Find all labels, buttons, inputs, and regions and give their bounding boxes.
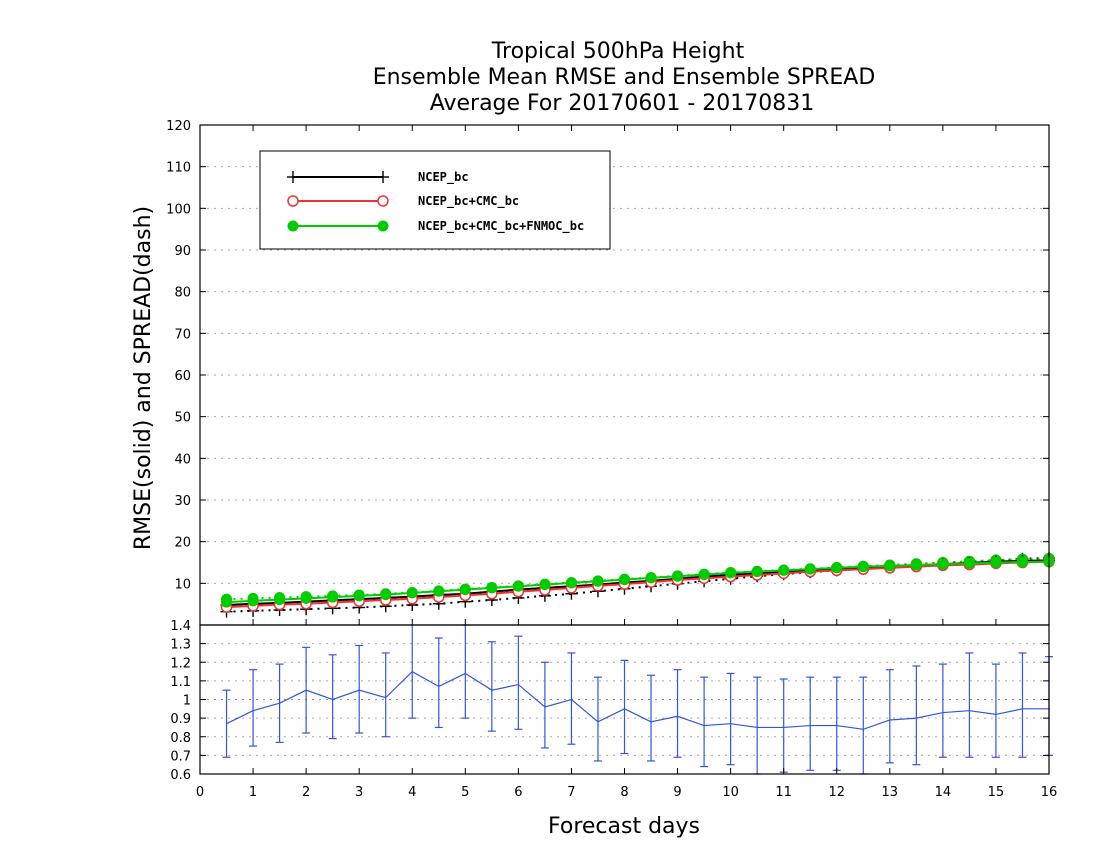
filled-circle-marker (592, 575, 604, 587)
main-y-tick-label: 120 (166, 119, 191, 134)
filled-circle-marker (512, 580, 524, 592)
x-tick-label: 3 (355, 785, 363, 800)
filled-circle-marker (221, 596, 233, 608)
x-tick-label: 14 (935, 785, 952, 800)
legend-label: NCEP_bc+CMC_bc+FNMOC_bc (418, 219, 584, 234)
ratio-y-tick-label: 1.4 (170, 619, 191, 634)
filled-circle-marker (990, 557, 1002, 568)
x-tick-label: 8 (620, 785, 628, 800)
chart-title-line-1: Tropical 500hPa Height (491, 39, 745, 64)
main-y-tick-label: 70 (174, 327, 191, 342)
main-y-tick-label: 40 (174, 452, 191, 467)
ratio-line (226, 670, 1049, 730)
filled-circle-marker (353, 590, 365, 602)
filled-circle-marker (327, 591, 339, 603)
filled-circle-marker (539, 579, 551, 591)
x-axis-label: Forecast days (548, 814, 700, 839)
plus-marker (377, 171, 389, 183)
filled-circle-marker (910, 559, 922, 571)
main-y-tick-label: 90 (174, 244, 191, 259)
x-tick-label: 2 (302, 785, 310, 800)
ratio-y-tick-label: 0.9 (170, 712, 191, 727)
filled-circle-marker (486, 582, 498, 594)
ratio-series (222, 624, 1053, 775)
filled-circle-marker (778, 564, 790, 576)
ratio-panel-grid (200, 643, 1049, 756)
open-circle-marker (287, 195, 299, 207)
open-circle-marker (377, 195, 389, 207)
ratio-y-tick-label: 1.3 (170, 638, 191, 653)
chart-title-line-2: Ensemble Mean RMSE and Ensemble SPREAD (373, 65, 876, 90)
filled-circle-marker (433, 585, 445, 597)
ratio-y-axis-ticks: 0.6 0.7 0.8 0.9 1 1.1 1.2 1.3 1.4 (170, 619, 1049, 783)
x-tick-label: 7 (567, 785, 575, 800)
x-tick-label: 10 (722, 785, 739, 800)
x-tick-label: 5 (461, 785, 469, 800)
filled-circle-marker (459, 584, 471, 596)
x-tick-label: 9 (673, 785, 681, 800)
filled-circle-marker (963, 557, 975, 569)
spread-dashed-lines (220, 551, 1055, 618)
legend-label: NCEP_bc (418, 170, 469, 185)
filled-circle-marker (619, 574, 630, 586)
main-y-tick-label: 110 (166, 161, 191, 176)
filled-circle-marker (274, 594, 286, 606)
filled-circle-marker (672, 570, 684, 582)
filled-circle-marker (857, 561, 869, 573)
legend-label: NCEP_bc+CMC_bc (418, 194, 519, 209)
filled-circle-marker (377, 220, 389, 232)
main-y-tick-label: 60 (174, 369, 191, 384)
plus-marker (287, 171, 299, 183)
filled-circle-marker (1016, 556, 1028, 568)
filled-circle-marker (804, 563, 816, 575)
main-y-tick-label: 10 (174, 577, 191, 592)
ratio-y-tick-label: 0.8 (170, 731, 191, 746)
filled-circle-marker (565, 577, 577, 589)
x-tick-label: 11 (775, 785, 792, 800)
ratio-y-tick-label: 1.2 (170, 656, 191, 671)
filled-circle-marker (380, 589, 392, 601)
ratio-y-tick-label: 1.1 (170, 675, 191, 690)
filled-circle-marker (831, 562, 843, 574)
rmse-solid-lines (220, 554, 1055, 613)
filled-circle-marker (698, 569, 710, 581)
filled-circle-marker (725, 567, 737, 579)
x-tick-label: 16 (1041, 785, 1058, 800)
x-tick-label: 12 (828, 785, 845, 800)
ratio-y-tick-label: 0.7 (170, 749, 191, 764)
chart-title-line-3: Average For 20170601 - 20170831 (430, 91, 815, 116)
x-axis-ticks: 0 1 2 3 4 5 6 7 8 9 10 11 12 13 14 15 16 (196, 125, 1057, 800)
filled-circle-marker (937, 558, 949, 570)
filled-circle-marker (884, 560, 896, 572)
filled-circle-marker (406, 587, 418, 599)
legend: NCEP_bc NCEP_bc+CMC_bc NCEP_bc+CMC_bc+FNMO… (259, 150, 611, 250)
x-tick-label: 4 (408, 785, 416, 800)
x-tick-label: 0 (196, 785, 204, 800)
filled-circle-marker (751, 566, 763, 578)
x-tick-label: 1 (249, 785, 257, 800)
filled-circle-marker (247, 595, 259, 607)
main-y-tick-label: 50 (174, 411, 191, 426)
x-tick-label: 15 (988, 785, 1005, 800)
y-axis-label: RMSE(solid) and SPREAD(dash) (131, 206, 156, 550)
ratio-y-tick-label: 0.6 (170, 768, 191, 783)
main-y-tick-label: 20 (174, 536, 191, 551)
main-y-tick-label: 30 (174, 494, 191, 509)
main-y-axis-ticks: 10 20 30 40 50 60 70 80 90 100 110 120 (166, 119, 1049, 592)
main-y-tick-label: 100 (166, 202, 191, 217)
x-tick-label: 6 (514, 785, 522, 800)
filled-circle-marker (287, 220, 299, 232)
main-y-tick-label: 80 (174, 286, 191, 301)
filled-circle-marker (645, 572, 657, 584)
ratio-y-tick-label: 1 (183, 694, 191, 709)
chart-title: Tropical 500hPa Height Ensemble Mean RMS… (373, 39, 876, 116)
x-tick-label: 13 (882, 785, 899, 800)
filled-circle-marker (300, 592, 312, 604)
